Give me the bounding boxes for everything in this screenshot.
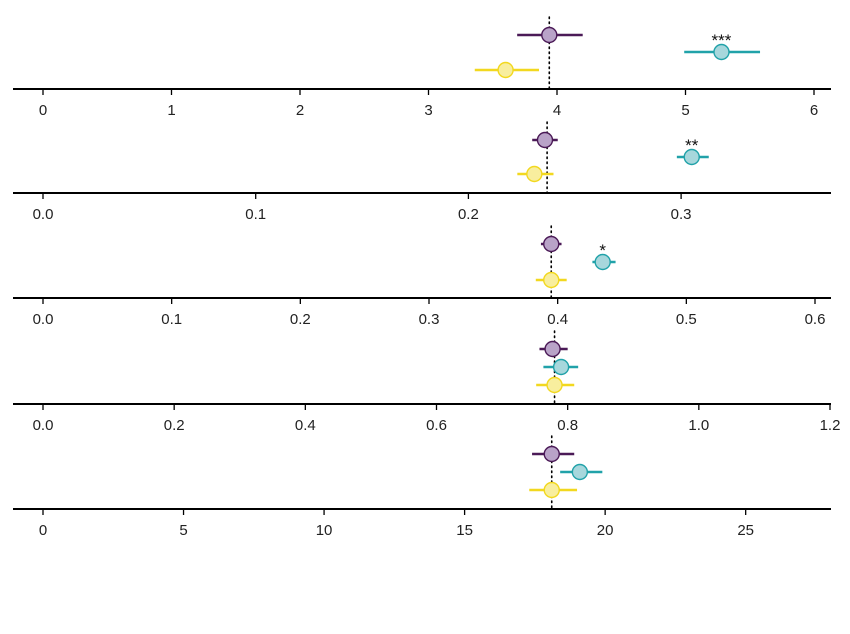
series-teal-significance: *** [712, 31, 732, 50]
x-tick-label: 1.2 [820, 417, 841, 434]
series-teal-point [683, 148, 700, 166]
series-teal-significance: * [599, 241, 606, 260]
x-tick-label: 0.1 [245, 206, 266, 223]
x-tick-label: 5 [179, 522, 187, 539]
x-tick-label: 20 [597, 522, 614, 539]
series-teal-point [594, 253, 611, 271]
series-yellow-point [543, 271, 560, 289]
x-tick-label: 0.3 [419, 311, 440, 328]
x-tick-label: 0.1 [161, 311, 182, 328]
x-tick-label: 0 [39, 522, 47, 539]
series-purple-point [544, 340, 561, 358]
panel-4: 0.0 0.2 0.4 0.6 0.8 1.0 1.2 [13, 330, 841, 434]
series-yellow-point [546, 376, 563, 394]
x-tick-label: 0.5 [676, 311, 697, 328]
x-tick-label: 2 [296, 102, 304, 119]
series-yellow-point [497, 61, 514, 79]
series-purple-point [536, 131, 554, 149]
panel-5: 0 5 10 15 20 25 [13, 435, 831, 539]
series-teal-significance: ** [685, 136, 699, 155]
x-tick-label: 0.3 [671, 206, 692, 223]
series-teal-point [552, 358, 570, 376]
x-tick-label: 0.4 [547, 311, 568, 328]
panel-2: 0.0 0.1 0.2 0.3 ** [13, 121, 831, 223]
x-tick-label: 1 [167, 102, 175, 119]
x-tick-label: 6 [810, 102, 818, 119]
x-tick-label: 0.2 [458, 206, 479, 223]
series-purple-point [541, 26, 558, 44]
panel-3: 0.0 0.1 0.2 0.3 0.4 0.5 0.6 * [13, 225, 831, 328]
series-teal-point [713, 43, 730, 61]
x-tick-label: 10 [316, 522, 333, 539]
x-tick-label: 0.0 [33, 417, 54, 434]
x-tick-label: 0.6 [805, 311, 826, 328]
x-tick-label: 0.0 [33, 311, 54, 328]
x-tick-label: 25 [737, 522, 754, 539]
panel-1: 0 1 2 3 4 5 6 *** [13, 16, 831, 119]
x-tick-label: 4 [553, 102, 561, 119]
x-tick-label: 3 [424, 102, 432, 119]
x-tick-label: 0.4 [295, 417, 316, 434]
x-tick-label: 5 [681, 102, 689, 119]
series-teal-point [571, 463, 589, 481]
series-yellow-point [526, 165, 543, 183]
x-tick-label: 0.0 [33, 206, 54, 223]
series-purple-point [543, 445, 560, 463]
x-tick-label: 15 [456, 522, 473, 539]
x-tick-label: 0 [39, 102, 47, 119]
x-tick-label: 0.2 [290, 311, 311, 328]
series-purple-point [543, 235, 560, 253]
x-tick-label: 0.8 [557, 417, 578, 434]
x-tick-label: 0.6 [426, 417, 447, 434]
x-tick-label: 1.0 [688, 417, 709, 434]
series-yellow-point [543, 481, 560, 499]
x-tick-label: 0.2 [164, 417, 185, 434]
